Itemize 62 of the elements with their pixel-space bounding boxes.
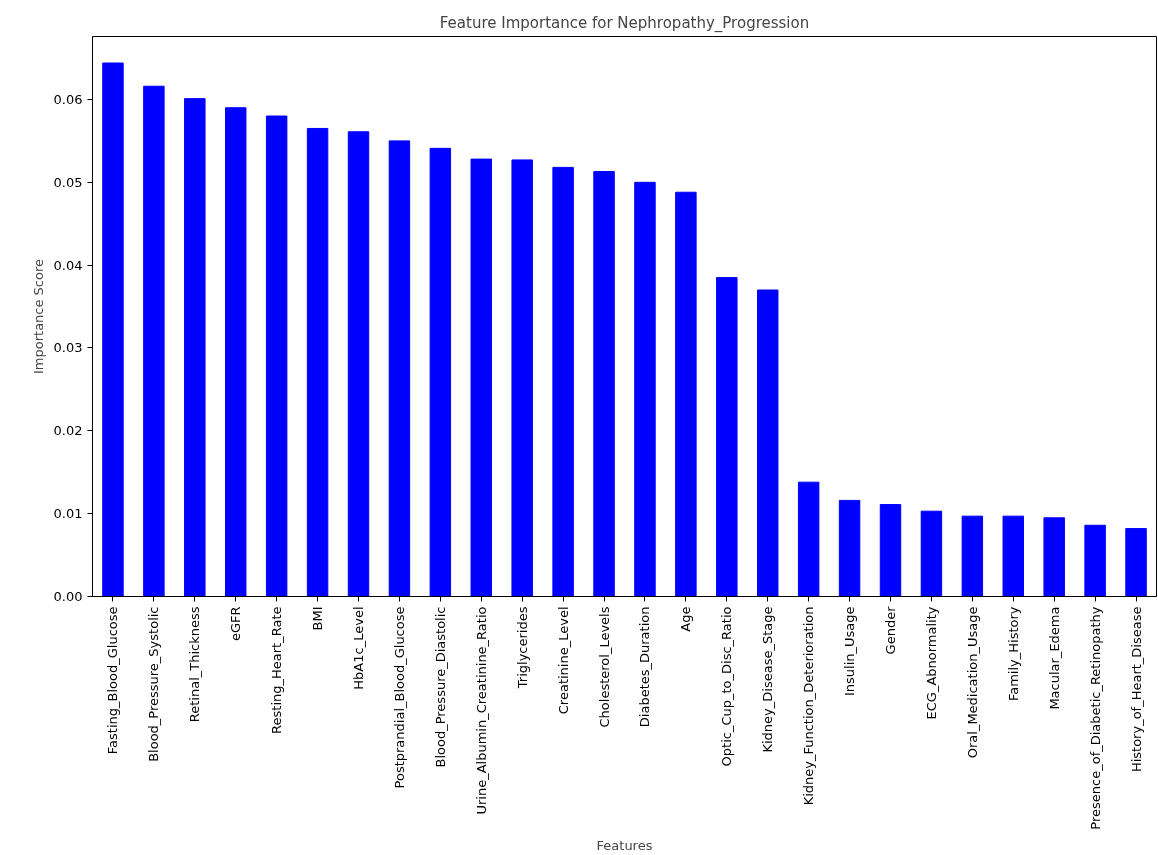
x-tick-label: HbA1c_Level — [351, 606, 366, 690]
x-tick-label: Triglycerides — [514, 606, 530, 690]
bar — [757, 289, 779, 597]
x-axis-title: Features — [596, 837, 653, 853]
x-tick-label: eGFR — [228, 606, 244, 642]
bar — [1043, 517, 1065, 597]
x-tick-label: Oral_Medication_Usage — [964, 606, 980, 759]
x-tick-label: Resting_Heart_Rate — [269, 606, 285, 734]
bar — [552, 166, 574, 597]
bar — [675, 191, 697, 597]
bar — [634, 181, 656, 597]
bar — [388, 140, 411, 597]
x-tick-label: Urine_Albumin_Creatinine_Ratio — [473, 606, 489, 815]
y-axis-title: Importance Score — [30, 258, 46, 375]
bar — [1125, 528, 1147, 597]
bar — [102, 62, 124, 597]
y-tick-label: 0.03 — [53, 340, 83, 356]
bar — [879, 504, 902, 597]
y-tick-label: 0.00 — [53, 589, 83, 604]
bar — [1084, 524, 1106, 597]
bar — [225, 107, 247, 597]
x-tick-label: Age — [678, 606, 694, 632]
bar — [143, 85, 165, 597]
y-tick-label: 0.04 — [53, 257, 83, 273]
bar — [511, 159, 533, 597]
x-tick-label: Cholesterol_Levels — [596, 606, 612, 728]
x-tick-label: Fasting_Blood_Glucose — [105, 606, 121, 755]
bar — [838, 499, 861, 597]
bar — [347, 131, 370, 597]
x-tick-label: History_of_Heart_Disease — [1128, 606, 1144, 773]
x-tick-label: ECG_Abnormality — [923, 606, 939, 720]
x-tick-label: Retinal_Thickness — [187, 606, 203, 723]
x-tick-label: Creatinine_Level — [555, 606, 571, 715]
x-tick-label: BMI — [310, 606, 326, 631]
x-tick-label: Gender — [883, 605, 898, 655]
bar — [184, 98, 206, 597]
x-tick-label: Kidney_Disease_Stage — [760, 606, 776, 753]
bar — [593, 171, 615, 597]
x-tick-label: Postprandial_Blood_Glucose — [391, 606, 407, 789]
x-tick-label: Presence_of_Diabetic_Retinopathy — [1087, 606, 1103, 830]
chart-title: Feature Importance for Nephropathy_Progression — [439, 13, 810, 33]
bar — [716, 277, 738, 597]
y-tick-label: 0.05 — [53, 174, 83, 190]
x-tick-label: Diabetes_Duration — [637, 606, 653, 728]
x-tick-label: Optic_Cup_to_Disc_Ratio — [719, 606, 735, 767]
bar — [920, 510, 943, 597]
x-tick-label: Family_History — [1005, 606, 1021, 702]
x-tick-label: Kidney_Function_Deterioration — [801, 606, 817, 806]
x-tick-label: Blood_Pressure_Systolic — [146, 606, 162, 762]
y-tick-label: 0.02 — [53, 423, 83, 439]
bar — [961, 515, 984, 597]
x-tick-label: Macular_Edema — [1046, 606, 1062, 710]
bar — [1002, 515, 1024, 597]
bar — [797, 481, 820, 597]
x-tick-label: Insulin_Usage — [842, 606, 858, 697]
bar — [306, 127, 329, 597]
bar — [470, 158, 492, 597]
y-tick-label: 0.01 — [53, 506, 83, 522]
y-tick-label: 0.06 — [53, 91, 83, 107]
bar — [265, 115, 288, 597]
x-tick-label: Blood_Pressure_Diastolic — [432, 606, 448, 768]
bar — [429, 147, 452, 597]
